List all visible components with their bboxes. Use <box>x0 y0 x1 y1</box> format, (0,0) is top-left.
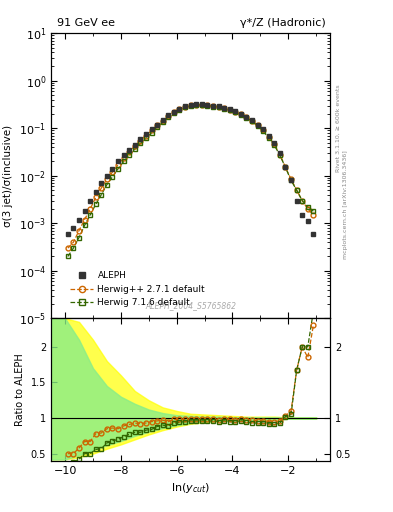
Y-axis label: Ratio to ALEPH: Ratio to ALEPH <box>15 353 25 426</box>
Y-axis label: σ(3 jet)/σ(inclusive): σ(3 jet)/σ(inclusive) <box>3 125 13 227</box>
Legend: ALEPH, Herwig++ 2.7.1 default, Herwig 7.1.6 default: ALEPH, Herwig++ 2.7.1 default, Herwig 7.… <box>67 268 209 311</box>
X-axis label: ln($y_{cut}$): ln($y_{cut}$) <box>171 481 210 495</box>
Text: mcplots.cern.ch [arXiv:1306.3436]: mcplots.cern.ch [arXiv:1306.3436] <box>343 151 348 259</box>
Text: γ*/Z (Hadronic): γ*/Z (Hadronic) <box>241 18 326 28</box>
Text: 91 GeV ee: 91 GeV ee <box>57 18 115 28</box>
Text: Rivet 3.1.10, ≥ 600k events: Rivet 3.1.10, ≥ 600k events <box>336 84 341 172</box>
Text: ALEPH_2004_S5765862: ALEPH_2004_S5765862 <box>145 301 236 310</box>
